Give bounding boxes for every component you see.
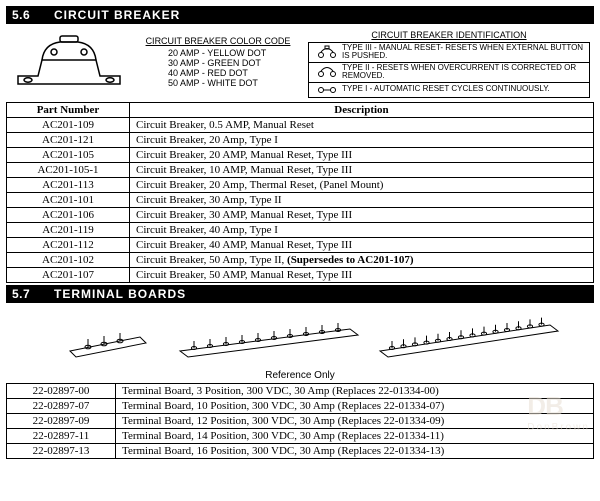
type2-icon — [312, 65, 342, 79]
part-number-cell: AC201-107 — [7, 267, 130, 282]
part-number-cell: AC201-101 — [7, 192, 130, 207]
description-cell: Circuit Breaker, 20 AMP, Manual Reset, T… — [130, 147, 594, 162]
table-row: 22-02897-07Terminal Board, 10 Position, … — [7, 398, 594, 413]
part-number-cell: AC201-119 — [7, 222, 130, 237]
description-cell: Circuit Breaker, 30 Amp, Type II — [130, 192, 594, 207]
table-row: AC201-113Circuit Breaker, 20 Amp, Therma… — [7, 177, 594, 192]
circuit-breaker-icon — [10, 30, 128, 93]
color-code-block: CIRCUIT BREAKER COLOR CODE 20 AMP - YELL… — [128, 30, 308, 88]
type1-icon — [312, 84, 342, 96]
terminal-table: 22-02897-00Terminal Board, 3 Position, 3… — [6, 383, 594, 459]
breaker-info-block: CIRCUIT BREAKER COLOR CODE 20 AMP - YELL… — [6, 28, 594, 102]
ident-title: CIRCUIT BREAKER IDENTIFICATION — [308, 30, 590, 40]
terminal-board-icon — [6, 307, 594, 370]
table-row: 22-02897-13Terminal Board, 16 Position, … — [7, 443, 594, 458]
table-row: AC201-121Circuit Breaker, 20 Amp, Type I — [7, 132, 594, 147]
part-number-cell: AC201-121 — [7, 132, 130, 147]
table-row: 22-02897-11Terminal Board, 14 Position, … — [7, 428, 594, 443]
color-code-line: 40 AMP - RED DOT — [128, 68, 308, 78]
description-cell: Circuit Breaker, 0.5 AMP, Manual Reset — [130, 117, 594, 132]
section-title: CIRCUIT BREAKER — [54, 8, 180, 22]
col-description: Description — [130, 102, 594, 117]
description-cell: Terminal Board, 3 Position, 300 VDC, 30 … — [116, 383, 594, 398]
col-part-number: Part Number — [7, 102, 130, 117]
part-number-cell: AC201-105-1 — [7, 162, 130, 177]
table-row: AC201-106Circuit Breaker, 30 AMP, Manual… — [7, 207, 594, 222]
part-number-cell: 22-02897-11 — [7, 428, 116, 443]
section-num: 5.6 — [12, 8, 54, 22]
color-code-title: CIRCUIT BREAKER COLOR CODE — [128, 36, 308, 46]
color-code-line: 20 AMP - YELLOW DOT — [128, 48, 308, 58]
table-row: 22-02897-00Terminal Board, 3 Position, 3… — [7, 383, 594, 398]
part-number-cell: 22-02897-09 — [7, 413, 116, 428]
description-cell: Circuit Breaker, 40 AMP, Manual Reset, T… — [130, 237, 594, 252]
description-cell: Terminal Board, 16 Position, 300 VDC, 30… — [116, 443, 594, 458]
part-number-cell: 22-02897-07 — [7, 398, 116, 413]
part-number-cell: AC201-102 — [7, 252, 130, 267]
part-number-cell: 22-02897-00 — [7, 383, 116, 398]
section-header-breaker: 5.6 CIRCUIT BREAKER — [6, 6, 594, 24]
description-cell: Terminal Board, 12 Position, 300 VDC, 30… — [116, 413, 594, 428]
description-cell: Circuit Breaker, 20 Amp, Type I — [130, 132, 594, 147]
type3-icon — [312, 45, 342, 59]
table-row: AC201-107Circuit Breaker, 50 AMP, Manual… — [7, 267, 594, 282]
description-cell: Terminal Board, 14 Position, 300 VDC, 30… — [116, 428, 594, 443]
description-cell: Circuit Breaker, 50 Amp, Type II, (Super… — [130, 252, 594, 267]
table-row: AC201-105-1Circuit Breaker, 10 AMP, Manu… — [7, 162, 594, 177]
description-cell: Circuit Breaker, 50 AMP, Manual Reset, T… — [130, 267, 594, 282]
ident-row-text: TYPE II - RESETS WHEN OVERCURRENT IS COR… — [342, 64, 586, 81]
table-row: AC201-112Circuit Breaker, 40 AMP, Manual… — [7, 237, 594, 252]
part-number-cell: 22-02897-13 — [7, 443, 116, 458]
reference-only-caption: Reference Only — [6, 370, 594, 381]
part-number-cell: AC201-113 — [7, 177, 130, 192]
table-row: AC201-119Circuit Breaker, 40 Amp, Type I — [7, 222, 594, 237]
section-num: 5.7 — [12, 287, 54, 301]
identification-block: CIRCUIT BREAKER IDENTIFICATION TYPE III … — [308, 30, 590, 98]
table-row: AC201-101Circuit Breaker, 30 Amp, Type I… — [7, 192, 594, 207]
description-cell: Circuit Breaker, 30 AMP, Manual Reset, T… — [130, 207, 594, 222]
table-row: 22-02897-09Terminal Board, 12 Position, … — [7, 413, 594, 428]
table-row: AC201-102Circuit Breaker, 50 Amp, Type I… — [7, 252, 594, 267]
part-number-cell: AC201-109 — [7, 117, 130, 132]
table-row: AC201-109Circuit Breaker, 0.5 AMP, Manua… — [7, 117, 594, 132]
part-number-cell: AC201-106 — [7, 207, 130, 222]
section-title: TERMINAL BOARDS — [54, 287, 186, 301]
section-header-terminal: 5.7 TERMINAL BOARDS — [6, 285, 594, 303]
part-number-cell: AC201-112 — [7, 237, 130, 252]
description-cell: Terminal Board, 10 Position, 300 VDC, 30… — [116, 398, 594, 413]
description-cell: Circuit Breaker, 10 AMP, Manual Reset, T… — [130, 162, 594, 177]
breaker-table: Part Number Description AC201-109Circuit… — [6, 102, 594, 283]
ident-row-text: TYPE I - AUTOMATIC RESET CYCLES CONTINUO… — [342, 85, 586, 93]
description-cell: Circuit Breaker, 40 Amp, Type I — [130, 222, 594, 237]
description-cell: Circuit Breaker, 20 Amp, Thermal Reset, … — [130, 177, 594, 192]
ident-row-text: TYPE III - MANUAL RESET- RESETS WHEN EXT… — [342, 44, 586, 61]
part-number-cell: AC201-105 — [7, 147, 130, 162]
color-code-line: 50 AMP - WHITE DOT — [128, 78, 308, 88]
table-row: AC201-105Circuit Breaker, 20 AMP, Manual… — [7, 147, 594, 162]
color-code-line: 30 AMP - GREEN DOT — [128, 58, 308, 68]
